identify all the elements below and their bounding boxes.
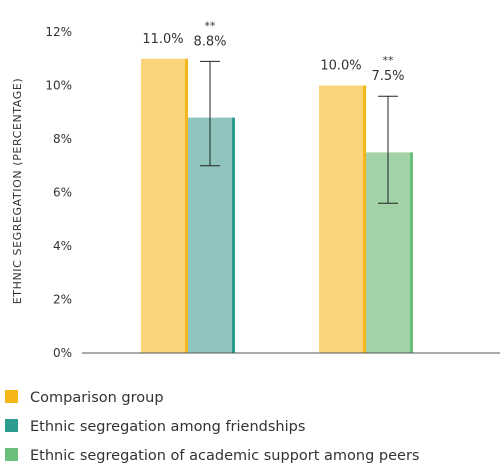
y-tick-label-1: 2% <box>53 293 72 307</box>
bars <box>141 58 413 353</box>
bar-1-0-value-label: 10.0% <box>320 59 361 74</box>
y-axis-title: ETHNIC SEGREGATION (PERCENTAGE) <box>11 78 24 305</box>
legend-label-0: Comparison group <box>30 390 164 406</box>
y-tick-label-4: 8% <box>53 132 72 146</box>
y-tick-label-2: 4% <box>53 239 72 253</box>
bar-1-0-edge <box>363 85 366 353</box>
legend-label-1: Ethnic segregation among friendships <box>30 419 305 435</box>
bar-1-1-edge <box>410 152 413 353</box>
bar-0-0-edge <box>185 58 188 353</box>
bar-0-1-value-label: 8.8% <box>193 34 226 49</box>
bar-0-0 <box>141 58 185 353</box>
bar-1-1-significance-label: ** <box>383 54 395 67</box>
bar-1-0 <box>319 85 363 353</box>
legend-label-2: Ethnic segregation of academic support a… <box>30 448 419 464</box>
data-labels: 11.0% 8.8% ** 10.0% 7.5% ** <box>142 19 404 84</box>
y-tick-label-0: 0% <box>53 346 72 360</box>
error-bars <box>200 60 398 204</box>
legend-swatch-2 <box>5 448 18 461</box>
y-tick-label-5: 10% <box>45 79 72 93</box>
legend: Comparison group Ethnic segregation among… <box>5 390 419 464</box>
bar-0-1-edge <box>232 117 235 353</box>
legend-swatch-0 <box>5 390 18 403</box>
y-tick-label-6: 12% <box>45 25 72 39</box>
bar-0-0-value-label: 11.0% <box>142 32 183 47</box>
bar-0-1-significance-label: ** <box>205 19 217 32</box>
legend-swatch-1 <box>5 419 18 432</box>
y-tick-label-3: 6% <box>53 186 72 200</box>
y-axis: 0% 2% 4% 6% 8% 10% 12% <box>45 25 72 360</box>
bar-1-1-value-label: 7.5% <box>371 69 404 84</box>
